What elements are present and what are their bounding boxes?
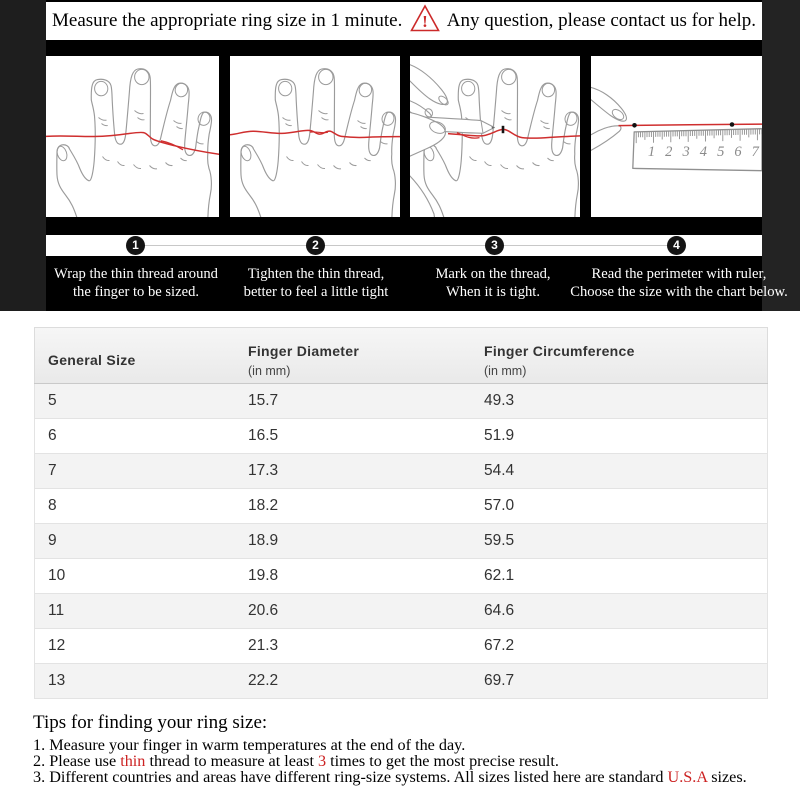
svg-text:2: 2 (665, 144, 672, 160)
svg-text:1: 1 (648, 144, 655, 160)
svg-text:7: 7 (752, 144, 760, 160)
svg-text:6: 6 (734, 144, 742, 160)
svg-text:4: 4 (700, 144, 707, 160)
svg-text:3: 3 (681, 144, 689, 160)
svg-text:5: 5 (717, 144, 724, 160)
svg-text:!: ! (422, 12, 428, 31)
